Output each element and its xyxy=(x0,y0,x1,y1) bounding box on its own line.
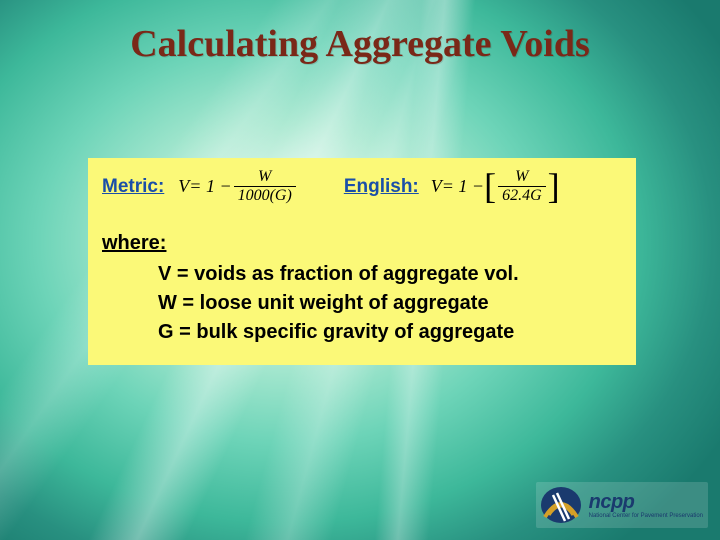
english-lhs: V xyxy=(431,176,442,197)
where-line-v: V = voids as fraction of aggregate vol. xyxy=(102,260,622,289)
where-line-g: G = bulk specific gravity of aggregate xyxy=(102,318,622,347)
metric-lhs: V xyxy=(178,176,189,197)
page-title: Calculating Aggregate Voids xyxy=(0,22,720,66)
metric-formula: V = 1 − W 1000(G) xyxy=(178,168,298,205)
where-label: where: xyxy=(102,229,622,258)
logo-main-text: ncpp xyxy=(589,492,703,512)
where-block: where: V = voids as fraction of aggregat… xyxy=(102,229,622,347)
metric-eq: = 1 − xyxy=(189,176,231,197)
content-panel: Metric: V = 1 − W 1000(G) English: V = 1… xyxy=(88,158,636,365)
ncpp-logo: ncpp National Center for Pavement Preser… xyxy=(536,482,708,528)
english-fraction: W 62.4G xyxy=(498,168,546,205)
logo-mark-icon xyxy=(539,485,583,525)
left-bracket: [ xyxy=(484,170,496,202)
metric-fraction: W 1000(G) xyxy=(234,168,296,205)
metric-numerator: W xyxy=(254,168,275,186)
english-denominator: 62.4G xyxy=(498,186,546,205)
metric-denominator: 1000(G) xyxy=(234,186,296,205)
right-bracket: ] xyxy=(548,170,560,202)
english-formula: V = 1 − [ W 62.4G ] xyxy=(431,168,560,205)
logo-text: ncpp National Center for Pavement Preser… xyxy=(589,492,703,519)
english-numerator: W xyxy=(511,168,532,186)
logo-sub-text: National Center for Pavement Preservatio… xyxy=(589,513,703,519)
english-eq: = 1 − xyxy=(442,176,484,197)
english-label: English: xyxy=(344,176,419,198)
where-line-w: W = loose unit weight of aggregate xyxy=(102,289,622,318)
english-bracket-group: [ W 62.4G ] xyxy=(484,168,560,205)
formula-row: Metric: V = 1 − W 1000(G) English: V = 1… xyxy=(102,168,622,205)
metric-label: Metric: xyxy=(102,176,164,198)
